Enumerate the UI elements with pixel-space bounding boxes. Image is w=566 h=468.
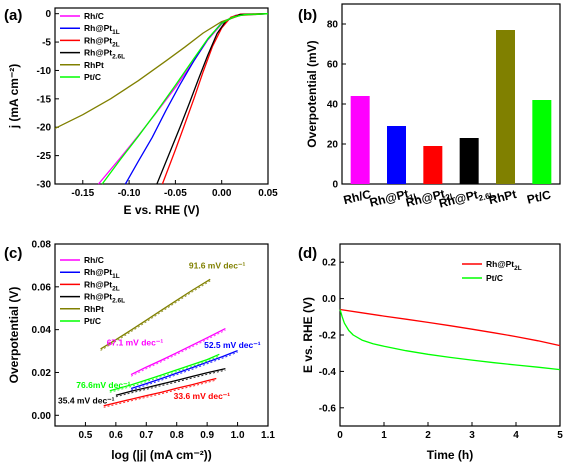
panel-b-ylabel: Overpotential (mV) bbox=[305, 40, 319, 147]
panel-c-tafel-slope-label: 33.6 mV dec⁻¹ bbox=[174, 391, 231, 401]
panel-b-bar bbox=[532, 100, 552, 184]
panel-c-fit-line-pt-c bbox=[109, 355, 220, 393]
panel-c-ytick-label: 0.02 bbox=[32, 368, 52, 379]
panel-d-series-pt-c bbox=[339, 309, 561, 371]
panel-a-series-pt-c bbox=[101, 13, 269, 185]
panel-c-ytick-label: 0.06 bbox=[32, 282, 52, 293]
panel-c-fit-line-rh-pt1l bbox=[130, 351, 238, 391]
panel-d-xtick-label: 3 bbox=[469, 430, 475, 441]
panel-b-ytick-label: 0 bbox=[332, 180, 338, 191]
panel-c-legend-label: RhPt bbox=[84, 304, 104, 314]
panel-d-legend-label: Pt/C bbox=[486, 273, 503, 283]
panel-a-legend-label: Rh@Pt2.6L bbox=[84, 48, 125, 61]
panel-a-ytick-label: -30 bbox=[37, 180, 52, 191]
panel-a-xtick-label: -0.10 bbox=[118, 188, 141, 199]
panel-b-category-label: Rh/C bbox=[342, 187, 373, 207]
panel-b-bar bbox=[496, 30, 515, 184]
panel-b-ytick-label: 40 bbox=[327, 100, 339, 111]
panel-a-ytick-label: -25 bbox=[37, 151, 52, 162]
panel-label-d: (d) bbox=[298, 245, 317, 262]
panel-a-ytick-label: -10 bbox=[37, 66, 52, 77]
panel-c-series-rhpt bbox=[100, 278, 211, 350]
panel-d-xtick-label: 0 bbox=[337, 430, 343, 441]
panel-c-ytick-label: 0.00 bbox=[32, 411, 52, 422]
panel-a-legend-label: Rh@Pt2L bbox=[84, 35, 120, 48]
panel-a-legend-label: Rh/C bbox=[84, 11, 104, 21]
panel-d-ylabel: E vs. RHE (V) bbox=[301, 297, 315, 373]
panel-d-series-rh-pt2l bbox=[339, 308, 561, 347]
panel-b-category-label: Pt/C bbox=[526, 187, 553, 206]
panel-b-bar bbox=[423, 146, 443, 184]
panel-a-series-rh-pt2l bbox=[161, 13, 269, 185]
panel-b-bar bbox=[387, 126, 406, 184]
panel-c-legend-label: Rh@Pt2L bbox=[84, 279, 120, 292]
panel-c-tafel-slope-label: 67.1 mV dec⁻¹ bbox=[107, 338, 164, 348]
panel-d-xtick-label: 1 bbox=[381, 430, 387, 441]
panel-c-series-rh-pt1l bbox=[130, 349, 238, 390]
panel-c-xtick-label: 0.6 bbox=[109, 430, 123, 441]
panel-a-legend-label: Pt/C bbox=[84, 72, 101, 82]
panel-c-xlabel: log (|j| (mA cm⁻²)) bbox=[111, 448, 212, 462]
panel-b-bar bbox=[459, 138, 479, 184]
panel-c-xtick-label: 0.9 bbox=[200, 430, 214, 441]
panel-c-xtick-label: 0.8 bbox=[170, 430, 184, 441]
panel-a-xtick-label: -0.15 bbox=[71, 188, 94, 199]
panel-c-tafel-slope-label: 35.4 mV dec⁻¹ bbox=[58, 396, 115, 406]
panel-b-category-label: RhPt bbox=[487, 187, 518, 207]
panel-label-c: (c) bbox=[4, 245, 22, 262]
panel-c-tafel-slope-label: 76.6mV dec⁻¹ bbox=[76, 380, 130, 390]
panel-a-xtick-label: 0.05 bbox=[258, 188, 278, 199]
panel-a-legend-label: RhPt bbox=[84, 60, 104, 70]
panel-d-xtick-label: 4 bbox=[513, 430, 519, 441]
panel-b-ytick-label: 80 bbox=[327, 20, 339, 31]
panel-c-series-pt-c bbox=[109, 353, 220, 392]
panel-a-plot-frame bbox=[54, 7, 269, 185]
panel-b-ytick-label: 20 bbox=[327, 140, 339, 151]
panel-c-series-rh-pt2l bbox=[103, 377, 217, 407]
panel-d-ytick-label: -0.6 bbox=[319, 403, 337, 414]
panel-d-xtick-label: 2 bbox=[425, 430, 431, 441]
panel-c-plot-frame bbox=[54, 243, 269, 427]
panel-b-plot-frame bbox=[341, 3, 561, 185]
panel-a-ytick-label: 0 bbox=[45, 9, 51, 20]
panel-a-legend-label: Rh@Pt1L bbox=[84, 23, 120, 36]
panel-c-xtick-label: 1.1 bbox=[261, 430, 275, 441]
panel-a-ytick-label: -15 bbox=[37, 94, 52, 105]
panel-c-legend-label: Pt/C bbox=[84, 316, 101, 326]
panel-c-tafel-slope-label: 52.5 mV dec⁻¹ bbox=[204, 340, 261, 350]
panel-c-xtick-label: 0.7 bbox=[139, 430, 153, 441]
panel-d-ytick-label: -0.2 bbox=[319, 331, 337, 342]
panel-d-ytick-label: -0.4 bbox=[319, 367, 337, 378]
panel-c-legend-label: Rh@Pt2.6L bbox=[84, 292, 125, 305]
panel-a-ytick-label: -5 bbox=[42, 38, 51, 49]
panel-label-a: (a) bbox=[4, 7, 22, 24]
panel-c-series-rh-pt2-6l bbox=[115, 367, 226, 396]
panel-c-xtick-label: 1.0 bbox=[231, 430, 245, 441]
panel-c-ytick-label: 0.04 bbox=[32, 325, 52, 336]
panel-a-xtick-label: -0.05 bbox=[164, 188, 187, 199]
panel-d-legend-label: Rh@Pt2L bbox=[486, 259, 522, 272]
plots-layer: -0.15 -0.10 -0.05 0.00 0.050-5-10-15-20-25-3… bbox=[7, 3, 563, 462]
panel-d-xlabel: Time (h) bbox=[427, 448, 473, 462]
panel-c-fit-line-rhpt bbox=[100, 280, 211, 351]
panel-d-ytick-label: 0.2 bbox=[322, 258, 336, 269]
panel-b-bar bbox=[350, 96, 370, 184]
panel-a-xtick-label: 0.00 bbox=[212, 188, 232, 199]
panel-c-legend-label: Rh@Pt1L bbox=[84, 267, 120, 280]
panel-c-xtick-label: 0.5 bbox=[78, 430, 92, 441]
panel-c-ytick-label: 0.08 bbox=[32, 240, 52, 251]
panel-label-b: (b) bbox=[298, 7, 317, 24]
panel-c-series-rh-c bbox=[130, 328, 226, 376]
panel-b-ytick-label: 60 bbox=[327, 60, 339, 71]
panel-c-legend-label: Rh/C bbox=[84, 255, 104, 265]
panel-c-ylabel: Overpotential (V) bbox=[7, 287, 21, 384]
panel-c-fit-line-rh-c bbox=[130, 329, 226, 377]
panel-d-ytick-label: 0.0 bbox=[322, 294, 336, 305]
panel-c-tafel-slope-label: 91.6 mV dec⁻¹ bbox=[189, 261, 246, 271]
panel-d-xtick-label: 5 bbox=[557, 430, 563, 441]
panel-a-ylabel: j (mA cm⁻²) bbox=[7, 64, 21, 130]
panel-a-ytick-label: -20 bbox=[37, 123, 52, 134]
panel-a-xlabel: E vs. RHE (V) bbox=[123, 203, 199, 217]
